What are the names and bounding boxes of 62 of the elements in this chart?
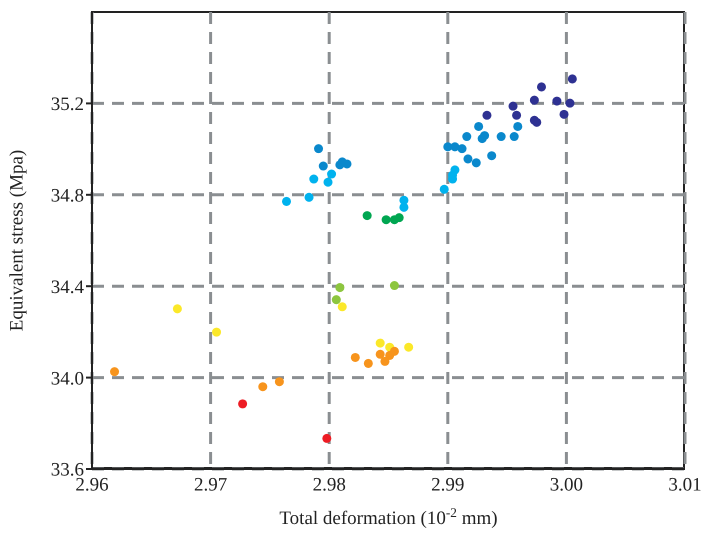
- point: [510, 132, 519, 142]
- point: [309, 174, 318, 184]
- point: [110, 367, 120, 376]
- point: [376, 338, 385, 348]
- point: [364, 358, 373, 368]
- point: [324, 178, 333, 187]
- point: [304, 192, 314, 202]
- point: [335, 283, 344, 292]
- point: [258, 382, 268, 392]
- y-tick-label: 34.4: [50, 276, 84, 298]
- point: [565, 98, 574, 108]
- y-axis-title: Equivalent stress (Mpa): [6, 150, 28, 332]
- y-tick-label: 35.2: [50, 94, 84, 116]
- point: [463, 154, 472, 164]
- point: [382, 215, 391, 224]
- point: [508, 102, 518, 111]
- point: [318, 162, 328, 171]
- point: [385, 350, 394, 360]
- point: [394, 213, 404, 222]
- point: [342, 159, 352, 168]
- point: [478, 134, 487, 144]
- x-tick-label: 2.97: [194, 474, 228, 496]
- point: [362, 211, 372, 220]
- point: [274, 377, 284, 386]
- point: [314, 144, 324, 154]
- point: [512, 110, 522, 120]
- x-tick-label: 2.99: [431, 474, 464, 496]
- point: [487, 151, 496, 160]
- point: [532, 118, 542, 127]
- point: [552, 96, 562, 106]
- point: [322, 434, 332, 443]
- point: [474, 122, 484, 131]
- y-tick-label: 34.8: [50, 186, 84, 207]
- point: [327, 170, 336, 179]
- x-tick-label: 2.98: [312, 474, 346, 496]
- point: [472, 158, 481, 168]
- point: [530, 96, 539, 105]
- point: [536, 82, 546, 92]
- point: [212, 328, 222, 337]
- x-tick-label: 3.01: [668, 474, 702, 496]
- point: [399, 202, 408, 212]
- x-axis-title: Total deformation (10$^{-2}$ mm): [279, 504, 498, 529]
- point: [376, 350, 385, 359]
- point: [560, 110, 569, 119]
- point: [496, 132, 506, 142]
- point: [380, 356, 390, 366]
- point: [458, 144, 467, 154]
- point: [513, 122, 522, 131]
- point: [332, 295, 341, 304]
- point: [282, 196, 292, 206]
- point: [462, 132, 472, 142]
- point: [404, 342, 414, 352]
- point: [390, 281, 399, 290]
- point: [238, 399, 248, 408]
- point: [482, 110, 492, 120]
- x-tick-label: 3.00: [550, 474, 584, 496]
- y-tick-label: 34.0: [50, 368, 84, 390]
- point: [338, 302, 347, 312]
- point: [568, 74, 577, 84]
- point: [350, 352, 360, 362]
- point: [172, 304, 182, 314]
- point: [440, 184, 449, 194]
